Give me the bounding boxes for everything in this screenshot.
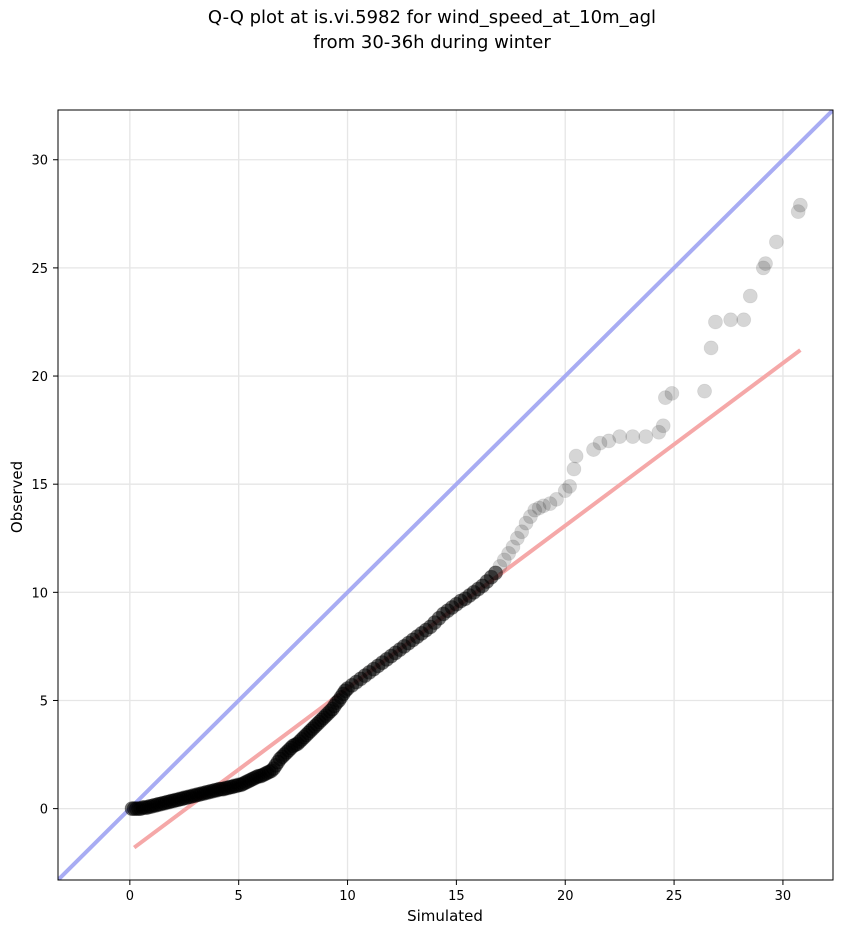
data-point xyxy=(657,390,673,406)
data-point xyxy=(651,424,667,440)
data-point xyxy=(542,496,558,512)
y-tick-label: 20 xyxy=(31,370,48,385)
data-point xyxy=(755,260,771,276)
y-axis-label: Observed xyxy=(8,461,26,533)
data-point xyxy=(586,442,601,457)
data-point xyxy=(557,483,573,499)
data-point xyxy=(531,500,547,516)
data-point xyxy=(514,524,530,540)
data-point xyxy=(708,314,723,330)
data-point xyxy=(509,530,525,546)
data-point xyxy=(655,418,671,434)
data-point xyxy=(768,234,784,250)
data-point xyxy=(612,429,628,445)
y-tick-label: 15 xyxy=(31,478,48,493)
data-point xyxy=(505,539,521,555)
data-point xyxy=(549,491,564,507)
data-point xyxy=(736,312,752,328)
y-tick-label: 0 xyxy=(40,803,48,818)
y-tick-label: 30 xyxy=(31,154,48,169)
data-point xyxy=(664,385,680,401)
data-point xyxy=(723,312,739,328)
data-point xyxy=(601,433,617,449)
data-point xyxy=(501,545,517,561)
data-point xyxy=(703,340,719,356)
data-point xyxy=(523,509,538,525)
x-tick-label: 20 xyxy=(557,889,574,904)
data-point xyxy=(697,383,712,399)
y-tick-label: 5 xyxy=(40,694,48,709)
x-tick-label: 10 xyxy=(339,889,356,904)
y-tick-label: 25 xyxy=(31,262,48,277)
reference-line xyxy=(58,110,833,880)
x-axis-label: Simulated xyxy=(407,907,483,925)
y-tick-label: 10 xyxy=(31,586,48,601)
data-point xyxy=(562,478,577,494)
x-tick-label: 0 xyxy=(126,889,134,904)
data-point xyxy=(566,461,582,477)
x-tick-label: 30 xyxy=(775,889,792,904)
chart-title: Q-Q plot at is.vi.5982 for wind_speed_at… xyxy=(208,7,656,28)
data-point xyxy=(492,558,508,574)
x-tick-label: 5 xyxy=(235,889,243,904)
chart-subtitle: from 30-36h during winter xyxy=(313,32,551,53)
data-point xyxy=(518,515,534,531)
data-point xyxy=(790,204,806,220)
data-point xyxy=(792,197,808,213)
plot-area: 0 5 10 15 20 25 30 0 5 10 15 20 25 30 xyxy=(31,109,834,904)
data-point xyxy=(742,288,758,304)
data-point xyxy=(536,498,551,514)
data-point xyxy=(638,429,654,445)
data-point xyxy=(592,435,608,451)
plot-frame xyxy=(57,109,834,881)
data-point xyxy=(625,429,641,445)
x-tick-label: 15 xyxy=(448,889,465,904)
data-point xyxy=(568,448,584,464)
data-point xyxy=(758,256,773,271)
data-point xyxy=(496,552,512,568)
data-point xyxy=(488,565,503,581)
x-tick-label: 25 xyxy=(666,889,683,904)
data-point xyxy=(527,502,543,518)
